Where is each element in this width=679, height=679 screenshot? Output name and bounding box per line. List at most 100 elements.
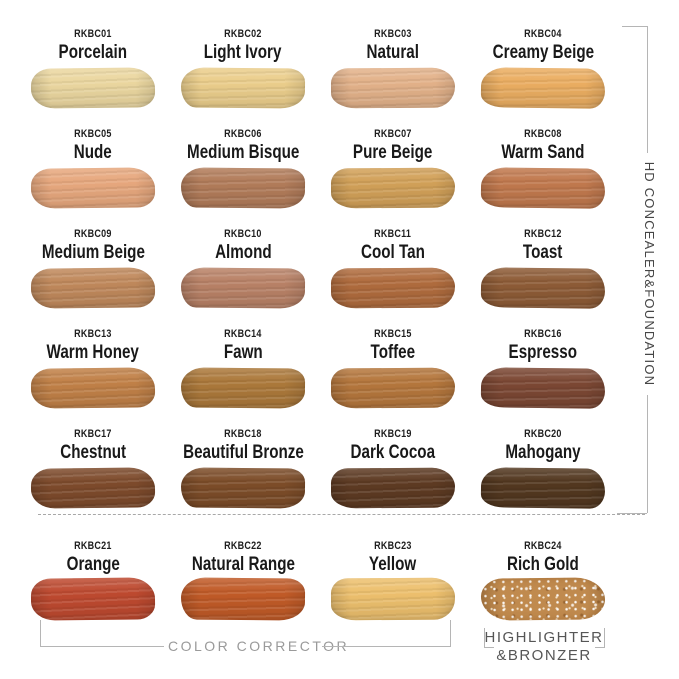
swatch-cell: RKBC05 Nude [18, 120, 168, 220]
corrector-bracket-right-line [322, 646, 450, 647]
swatch-name: Toffee [370, 342, 416, 363]
swatch-code: RKBC17 [74, 428, 112, 440]
swatch-code: RKBC13 [74, 328, 112, 340]
swatch-code: RKBC01 [74, 28, 112, 40]
swatch-name: Dark Cocoa [350, 442, 436, 463]
swatch-smear [180, 367, 306, 409]
swatch-cell: RKBC04 Creamy Beige [468, 20, 618, 120]
swatch-cell: RKBC06 Medium Bisque [168, 120, 318, 220]
swatch-smear [30, 577, 156, 621]
swatch-name: Beautiful Bronze [182, 442, 304, 463]
swatch-smear [180, 577, 306, 621]
swatch-code: RKBC02 [224, 28, 262, 40]
swatch-code: RKBC08 [524, 128, 562, 140]
swatch-code: RKBC04 [524, 28, 562, 40]
swatch-code: RKBC11 [374, 228, 412, 240]
swatch-smear [30, 167, 156, 209]
swatch-code: RKBC09 [74, 228, 112, 240]
swatch-cell: RKBC02 Light Ivory [168, 20, 318, 120]
swatch-smear [30, 67, 156, 109]
swatch-smear [480, 577, 606, 621]
swatch-name: Fawn [223, 342, 263, 363]
swatch-cell: RKBC09 Medium Beige [18, 220, 168, 320]
swatch-code: RKBC05 [74, 128, 112, 140]
swatch-code: RKBC07 [374, 128, 412, 140]
swatch-name: Light Ivory [204, 42, 282, 63]
swatch-name: Warm Sand [501, 142, 585, 163]
swatch-cell: RKBC03 Natural [318, 20, 468, 120]
swatch-code: RKBC15 [374, 328, 412, 340]
swatch-smear [330, 267, 456, 309]
swatch-code: RKBC18 [224, 428, 262, 440]
swatch-smear [480, 167, 606, 209]
swatch-smear [330, 67, 456, 109]
swatch-name: Creamy Beige [492, 42, 594, 63]
swatch-name: Orange [66, 554, 120, 575]
section-divider-dashed-line [38, 514, 645, 515]
swatch-smear [180, 167, 306, 209]
swatch-cell: RKBC12 Toast [468, 220, 618, 320]
swatch-code: RKBC20 [524, 428, 562, 440]
corrector-bracket-left-line [40, 646, 164, 647]
swatch-cell: RKBC24 Rich Gold [468, 532, 618, 632]
swatch-name: Nude [74, 142, 112, 163]
swatch-code: RKBC12 [524, 228, 562, 240]
swatch-cell: RKBC14 Fawn [168, 320, 318, 420]
swatch-cell: RKBC21 Orange [18, 532, 168, 632]
swatch-cell: RKBC20 Mahogany [468, 420, 618, 520]
highlighter-bracket-right-corner [595, 628, 605, 648]
swatch-name: Natural [366, 42, 420, 63]
swatch-smear [480, 467, 606, 509]
swatch-cell: RKBC16 Espresso [468, 320, 618, 420]
swatch-code: RKBC03 [374, 28, 412, 40]
swatch-name: Natural Range [191, 554, 295, 575]
swatch-name: Almond [214, 242, 272, 263]
swatch-cell: RKBC23 Yellow [318, 532, 468, 632]
corrector-highlighter-grid: RKBC21 Orange RKBC22 Natural Range RKBC2… [18, 532, 618, 632]
swatch-name: Chestnut [60, 442, 126, 463]
swatch-cell: RKBC17 Chestnut [18, 420, 168, 520]
swatch-cell: RKBC01 Porcelain [18, 20, 168, 120]
swatch-smear [180, 67, 306, 109]
section-label-highlighter: HIGHLIGHTER [484, 629, 604, 646]
swatch-code: RKBC06 [224, 128, 262, 140]
swatch-name: Warm Honey [46, 342, 140, 363]
swatch-name: Toast [523, 242, 563, 263]
right-bracket-top-tick [622, 26, 647, 27]
corrector-bracket-left-tick [40, 620, 41, 647]
section-label-bronzer: &BRONZER [496, 647, 592, 664]
swatch-name: Yellow [369, 554, 417, 575]
swatch-cell: RKBC08 Warm Sand [468, 120, 618, 220]
swatch-code: RKBC21 [74, 540, 112, 552]
section-label-concealer-foundation: HD CONCEALER&FOUNDATION [642, 161, 657, 387]
concealer-foundation-grid: RKBC01 Porcelain RKBC02 Light Ivory RKBC… [18, 20, 618, 520]
swatch-cell: RKBC11 Cool Tan [318, 220, 468, 320]
swatch-cell: RKBC22 Natural Range [168, 532, 318, 632]
swatch-cell: RKBC10 Almond [168, 220, 318, 320]
swatch-name: Rich Gold [507, 554, 579, 575]
swatch-code: RKBC19 [374, 428, 412, 440]
corrector-bracket-right-tick [450, 620, 451, 647]
swatch-code: RKBC16 [524, 328, 562, 340]
swatch-code: RKBC10 [224, 228, 262, 240]
swatch-code: RKBC23 [374, 540, 412, 552]
swatch-cell: RKBC13 Warm Honey [18, 320, 168, 420]
section-label-color-corrector: COLOR CORRECTOR [168, 638, 350, 654]
swatch-name: Medium Beige [41, 242, 145, 263]
swatch-cell: RKBC07 Pure Beige [318, 120, 468, 220]
swatch-name: Porcelain [58, 42, 128, 63]
swatch-smear [30, 367, 156, 409]
swatch-smear [30, 267, 156, 309]
swatch-smear [480, 267, 606, 309]
swatch-name: Medium Bisque [186, 142, 300, 163]
swatch-smear [330, 367, 456, 409]
swatch-name: Cool Tan [361, 242, 425, 263]
swatch-code: RKBC24 [524, 540, 562, 552]
right-bracket-lower-line [647, 395, 648, 513]
swatch-code: RKBC14 [224, 328, 262, 340]
right-bracket-bottom-tick [617, 513, 647, 514]
right-bracket-upper-line [647, 26, 648, 153]
swatch-smear [330, 467, 456, 509]
swatch-cell: RKBC19 Dark Cocoa [318, 420, 468, 520]
